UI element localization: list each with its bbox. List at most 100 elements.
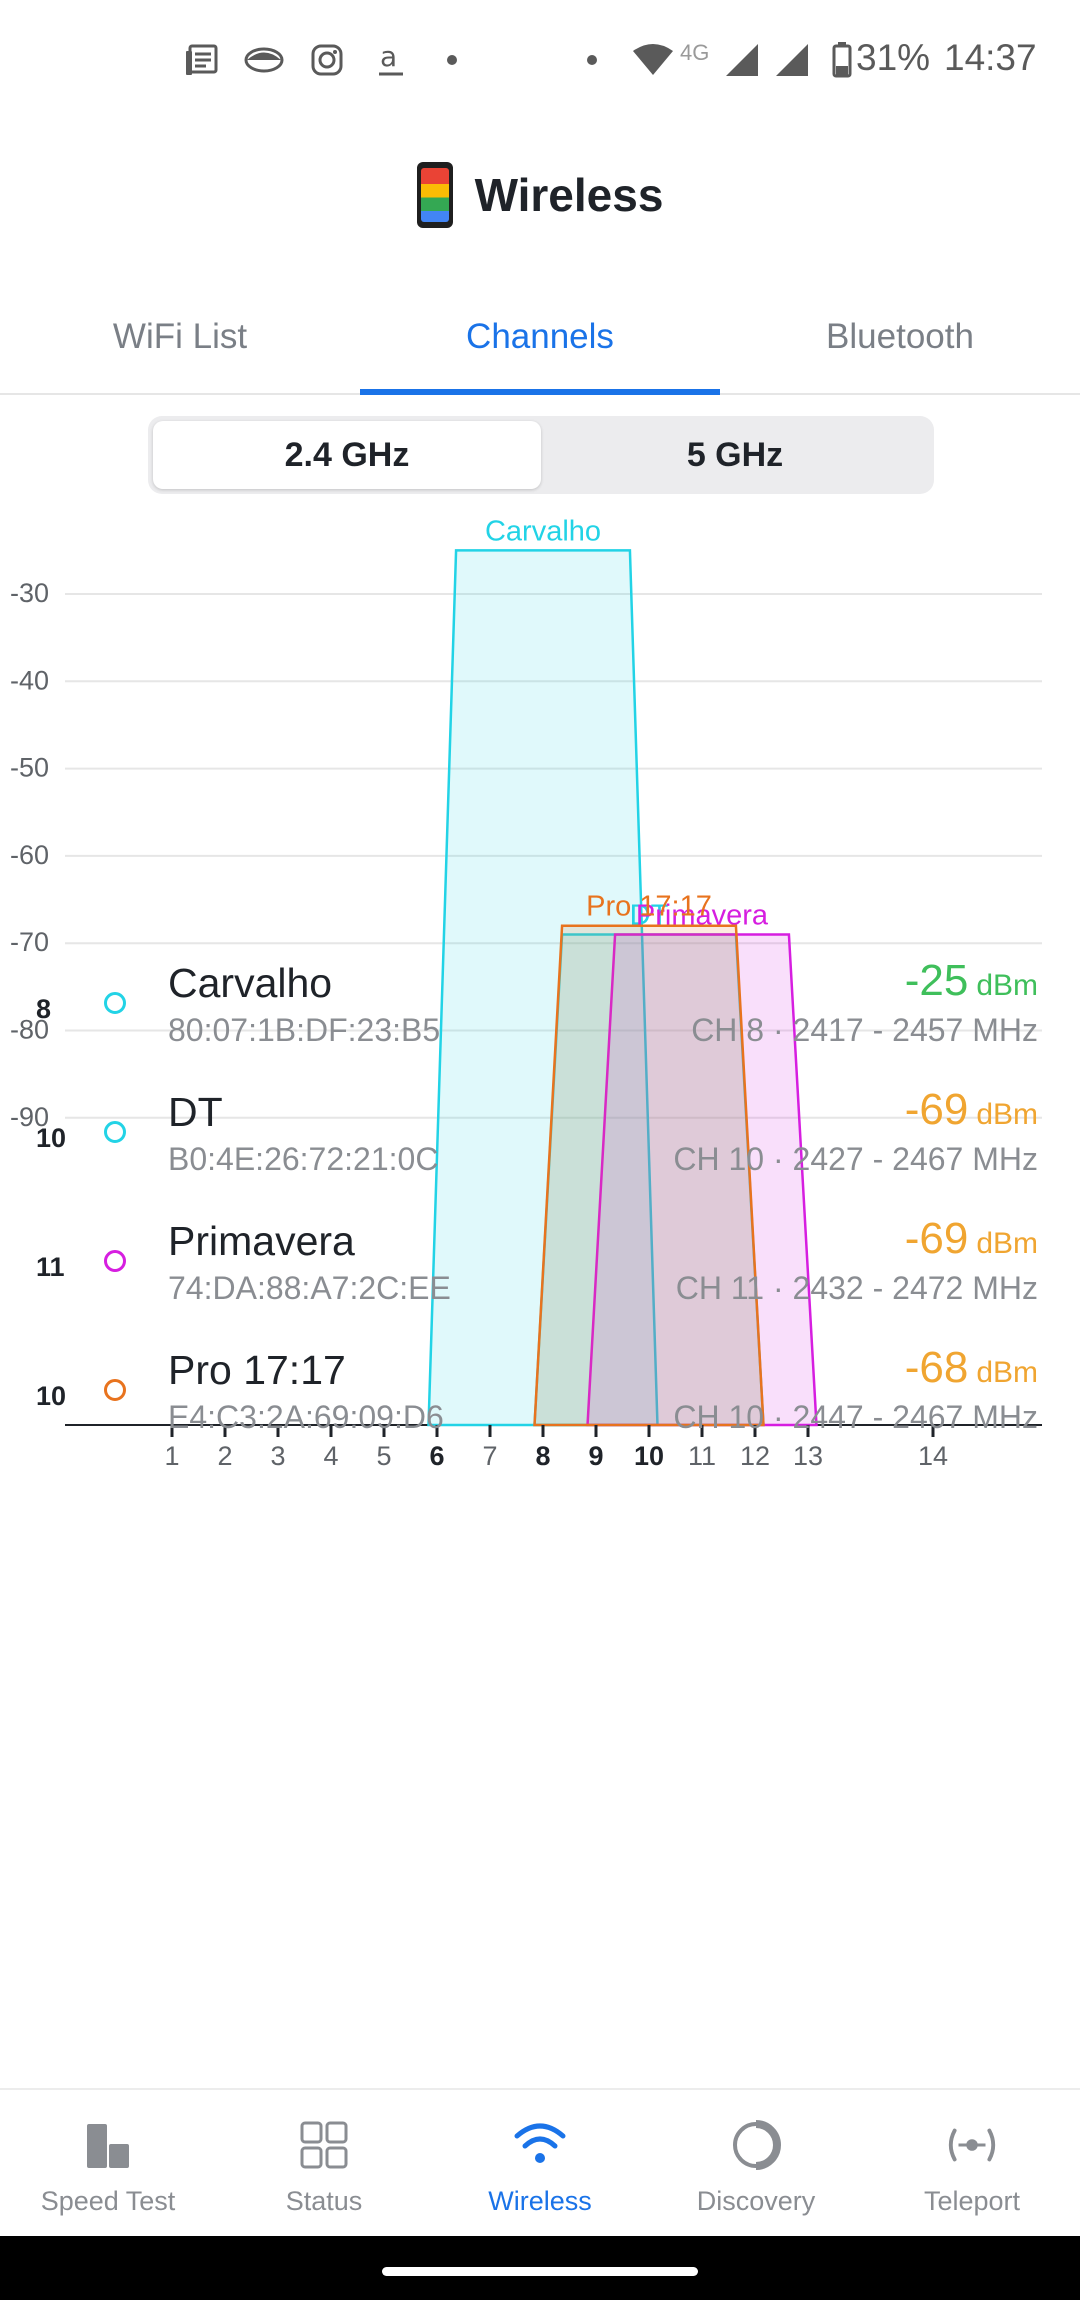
- home-gesture-handle[interactable]: [382, 2267, 698, 2276]
- network-signal: -68 dBm: [905, 1343, 1038, 1393]
- list-item-network[interactable]: 10 Pro 17:17 E4:C3:2A:69:09:D6 -68 dBm CH…: [0, 1343, 1080, 1453]
- x-tick-label: 13: [793, 1441, 823, 1471]
- teleport-icon: [945, 2118, 999, 2172]
- signal-unit: dBm: [976, 1098, 1038, 1131]
- network-color-dot: [104, 1379, 126, 1401]
- y-tick-label: -60: [10, 840, 49, 870]
- discovery-icon: [729, 2118, 783, 2172]
- network-color-dot: [104, 1250, 126, 1272]
- tab-wifi-list[interactable]: WiFi List: [112, 316, 248, 356]
- page-title: Wireless: [474, 169, 664, 221]
- y-tick-label: -40: [10, 665, 49, 695]
- nav-label: Discovery: [696, 2186, 816, 2216]
- nav-label: Wireless: [488, 2186, 592, 2216]
- battery-percent: 31%: [856, 37, 931, 78]
- band-24ghz-button[interactable]: 2.4 GHz: [153, 421, 541, 489]
- signal-value: -69: [904, 1214, 969, 1263]
- y-tick-label: -80: [10, 1015, 49, 1045]
- dot-icon: [584, 40, 600, 80]
- x-tick-label: 7: [482, 1441, 497, 1471]
- channel-chart: -30 -40 -50 -60 -70 -80 -90 Carvalho DT Primavera…: [0, 490, 1080, 1480]
- y-tick-label: -70: [10, 927, 49, 957]
- series-label: Carvalho: [485, 515, 601, 547]
- cell-signal-icon: [722, 40, 762, 80]
- x-tick-label: 1: [164, 1441, 179, 1471]
- tab-bar: WiFi List Channels Bluetooth: [0, 280, 1080, 395]
- network-channel: 8: [36, 994, 52, 1024]
- y-tick-label: -30: [10, 578, 49, 608]
- status-bar: a 4G 31% 14:37: [0, 0, 1080, 120]
- nav-teleport[interactable]: Teleport: [864, 2090, 1080, 2236]
- network-detail: CH 11 · 2432 - 2472 MHz: [675, 1270, 1038, 1306]
- nav-speed-test[interactable]: Speed Test: [0, 2090, 216, 2236]
- nav-label: Status: [285, 2186, 363, 2216]
- network-color-dot: [104, 992, 126, 1014]
- x-tick-label: 5: [376, 1441, 391, 1471]
- battery-icon: [830, 40, 854, 80]
- band-5ghz-button[interactable]: 5 GHz: [686, 435, 784, 474]
- wifi-icon: [630, 40, 676, 80]
- network-mac: B0:4E:26:72:21:0C: [168, 1141, 439, 1177]
- network-color-dot: [104, 1121, 126, 1143]
- network-mac: 74:DA:88:A7:2C:EE: [168, 1270, 451, 1306]
- eye-icon: [242, 40, 286, 80]
- bottom-nav: Speed Test Status Wireless Discovery Tel…: [0, 2088, 1080, 2236]
- signal-value: -69: [904, 1085, 969, 1134]
- x-tick-label: 3: [270, 1441, 285, 1471]
- network-detail: CH 10 · 2447 - 2467 MHz: [673, 1399, 1038, 1435]
- network-signal: -69 dBm: [905, 1085, 1038, 1135]
- network-signal: -69 dBm: [905, 1214, 1038, 1264]
- network-mac: E4:C3:2A:69:09:D6: [168, 1399, 444, 1435]
- y-tick-label: -90: [10, 1102, 49, 1132]
- series-label: Pro 17:17: [586, 891, 712, 923]
- network-channel: 10: [36, 1381, 67, 1411]
- tab-bluetooth[interactable]: Bluetooth: [826, 316, 974, 356]
- network-detail: CH 8 · 2417 - 2457 MHz: [691, 1012, 1038, 1048]
- news-icon: [182, 40, 220, 80]
- nav-label: Speed Test: [40, 2186, 176, 2216]
- list-item-network[interactable]: 8 Carvalho 80:07:1B:DF:23:B5 -25 dBm CH 8…: [0, 956, 1080, 1066]
- band-toggle: 2.4 GHz 5 GHz: [148, 416, 934, 494]
- nav-status[interactable]: Status: [216, 2090, 432, 2236]
- nav-label: Teleport: [923, 2186, 1021, 2216]
- signal-unit: dBm: [976, 1227, 1038, 1260]
- dot-icon: [444, 40, 460, 80]
- list-item-network[interactable]: 11 Primavera 74:DA:88:A7:2C:EE -69 dBm CH…: [0, 1214, 1080, 1324]
- x-tick-label: 11: [688, 1441, 716, 1471]
- wifi-icon: [513, 2118, 567, 2172]
- network-signal: -25 dBm: [905, 956, 1038, 1006]
- list-item-network[interactable]: 10 DT B0:4E:26:72:21:0C -69 dBm CH 10 · 2…: [0, 1085, 1080, 1195]
- instagram-icon: [308, 40, 346, 80]
- tab-channels[interactable]: Channels: [360, 280, 720, 395]
- cell-signal-icon: [772, 40, 812, 80]
- channel-area-pro-17-17: [533, 924, 765, 1427]
- signal-value: -25: [904, 956, 969, 1005]
- svg-text:a: a: [380, 42, 397, 73]
- app-header: Wireless: [0, 150, 1080, 240]
- status-grid-icon: [297, 2118, 351, 2172]
- nav-wireless[interactable]: Wireless: [432, 2090, 648, 2236]
- y-tick-label: -50: [10, 753, 49, 783]
- network-mac: 80:07:1B:DF:23:B5: [168, 1012, 441, 1048]
- network-channel: 10: [36, 1123, 67, 1153]
- network-detail: CH 10 · 2427 - 2467 MHz: [673, 1141, 1038, 1177]
- network-name: Primavera: [168, 1218, 355, 1264]
- x-tick-label: 2: [217, 1441, 232, 1471]
- x-tick-label: 14: [918, 1441, 948, 1471]
- speed-test-icon: [81, 2118, 135, 2172]
- clock: 14:37: [944, 37, 1037, 78]
- x-tick-label: 8: [535, 1441, 550, 1471]
- phone-icon: [416, 162, 453, 228]
- signal-unit: dBm: [976, 969, 1038, 1002]
- network-name: Carvalho: [168, 960, 333, 1006]
- x-tick-label: 10: [634, 1441, 664, 1471]
- network-name: Pro 17:17: [168, 1347, 346, 1393]
- network-name: DT: [168, 1089, 223, 1135]
- x-tick-label: 4: [323, 1441, 338, 1471]
- amazon-icon: a: [372, 40, 410, 80]
- signal-unit: dBm: [976, 1356, 1038, 1389]
- nav-discovery[interactable]: Discovery: [648, 2090, 864, 2236]
- x-tick-label: 9: [588, 1441, 603, 1471]
- network-channel: 11: [36, 1252, 65, 1282]
- x-tick-label: 12: [740, 1441, 770, 1471]
